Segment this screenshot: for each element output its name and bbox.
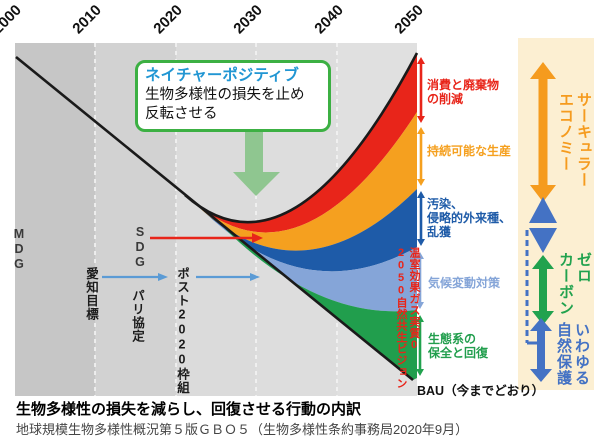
down-arrow <box>233 130 280 196</box>
label-sustainable-production-line1: 持続可能な生産 <box>427 144 512 158</box>
ecosystem-range-arrow <box>416 315 424 376</box>
zero-carbon-arrow <box>532 255 554 325</box>
wedge-sustainable-production <box>195 112 417 251</box>
bau-line <box>15 55 414 382</box>
figure-title: 生物多様性の損失を減らし、回復させる行動の内訳 <box>16 401 362 418</box>
sdg-arrow <box>150 233 263 243</box>
production-range-arrow <box>417 127 425 186</box>
label-pollution-line2: 侵略的外来種、 <box>427 211 512 225</box>
label-consumption-waste-line1: 消費と廃棄物 <box>427 78 500 92</box>
milestone-paris-agreement: パリ協定 <box>130 289 144 343</box>
circular-economy-arrow <box>530 62 556 202</box>
aichi-arrow <box>102 273 168 281</box>
nature-protection-label: いわゆる 自然保護 <box>554 322 590 402</box>
figure-source: 地球規模生物多様性概況第５版ＧＢＯ５（生物多様性条約事務局2020年9月） <box>16 422 469 437</box>
nature-protection-line2: 自然保護 <box>555 322 572 386</box>
nature-protection-arrow <box>530 318 552 382</box>
wedge-climate-action <box>212 219 417 312</box>
label-ecosystem-line1: 生態系の <box>428 332 477 346</box>
nature-positive-callout: ネイチャーポジティブ 生物多様性の損失を止め 反転させる <box>135 60 331 132</box>
label-consumption-waste: 消費と廃棄物 の削減 <box>427 78 499 106</box>
post2020-arrow <box>196 273 260 281</box>
zero-carbon-line2: カーボン <box>557 252 574 316</box>
circular-economy-line2: エコノミー <box>557 92 574 172</box>
vertical-notes: 温室効果ガス実質0 2050自然共生ビジョン <box>394 247 420 405</box>
recovery-curve <box>184 52 419 224</box>
label-pollution-line1: 汚染、 <box>427 197 464 211</box>
circular-economy-label: サーキュラー エコノミー <box>556 92 592 222</box>
nature-positive-title: ネイチャーポジティブ <box>145 67 299 84</box>
milestone-aichi-targets: 愛知目標 <box>84 267 98 321</box>
climate-range-arrow <box>416 252 424 309</box>
label-consumption-waste-line2: の削減 <box>427 92 464 106</box>
label-climate-action: 気候変動対策 <box>428 276 500 290</box>
right-band-background <box>518 38 594 390</box>
nature-protection-line1: いわゆる <box>573 322 590 386</box>
nature-protection-extent-dashed-line <box>525 230 537 345</box>
pollution-diamond-marker <box>529 197 557 253</box>
milestone-post2020-framework: ポスト2020枠組 <box>175 267 189 395</box>
pollution-range-arrow <box>417 191 425 246</box>
nature-positive-line1: 生物多様性の損失を止め <box>145 87 305 103</box>
wedge-pollution-invasives <box>203 189 417 272</box>
wedge-consumption-waste <box>185 53 417 233</box>
label-sustainable-production: 持続可能な生産 <box>427 144 511 158</box>
label-climate-action-line1: 気候変動対策 <box>428 276 501 290</box>
label-pollution-invasives: 汚染、 侵略的外来種、 乱獲 <box>427 197 511 239</box>
milestone-sdg: SDG <box>133 225 147 270</box>
note-ghg-net-zero: 温室効果ガス実質0 <box>408 247 420 352</box>
nature-positive-line2: 反転させる <box>145 106 218 122</box>
zero-carbon-label: ゼロ カーボン <box>556 252 592 342</box>
label-pollution-line3: 乱獲 <box>427 225 452 239</box>
consumption-range-arrow <box>417 57 425 123</box>
zero-carbon-line1: ゼロ <box>575 252 592 284</box>
milestone-mdg: MDG <box>12 227 26 272</box>
label-bau: BAU（今までどおり） <box>417 384 545 398</box>
label-ecosystem-line2: 保全と回復 <box>428 346 489 360</box>
label-ecosystem-restoration: 生態系の 保全と回復 <box>428 332 488 360</box>
circular-economy-line1: サーキュラー <box>575 92 592 188</box>
note-2050-vision: 2050自然共生ビジョン <box>395 247 407 389</box>
